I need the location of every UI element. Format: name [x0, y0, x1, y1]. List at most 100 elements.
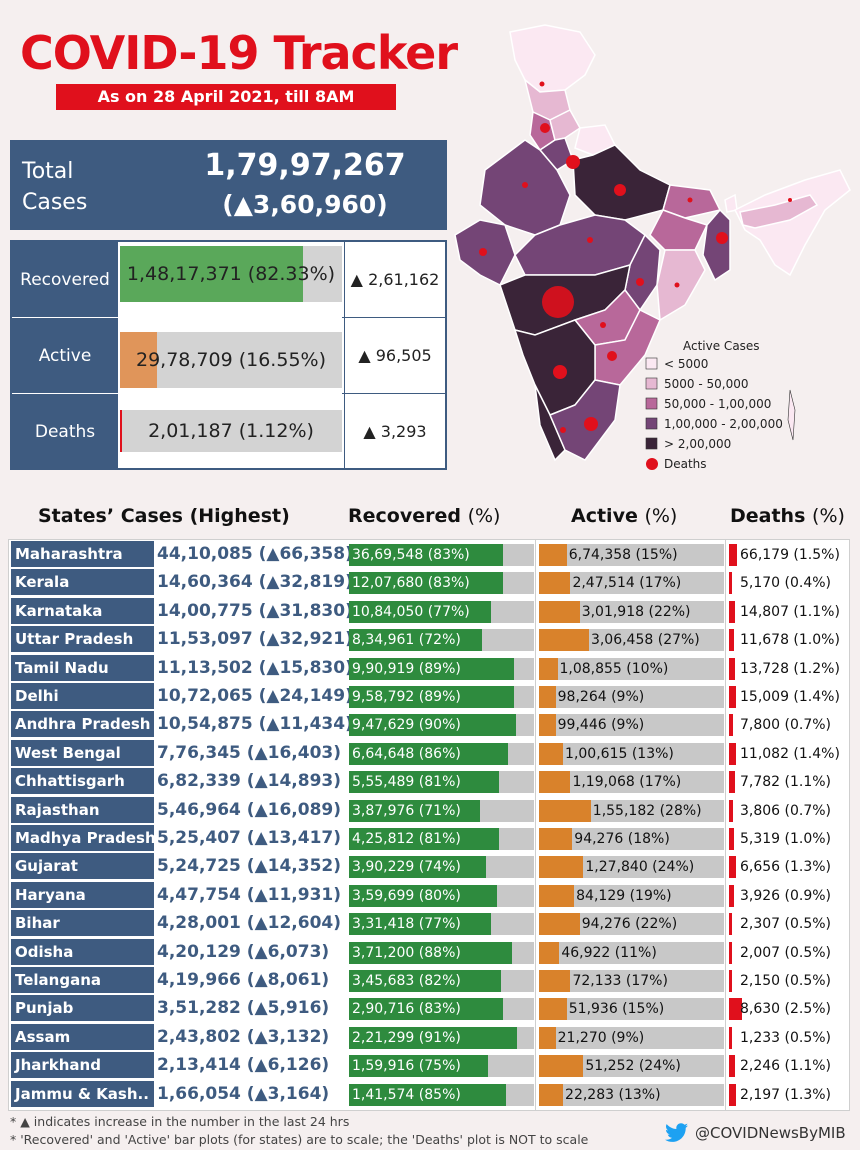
- active-bar: 6,74,358 (15%): [539, 544, 724, 566]
- active-bar-fill: [539, 572, 571, 595]
- active-bar-fill: [539, 657, 558, 680]
- active-bar-fill: [539, 856, 584, 879]
- active-bar-fill: [539, 629, 589, 652]
- state-name: Jammu & Kash..: [11, 1080, 154, 1107]
- table-row: Andhra Pradesh 10,54,875 (▲11,434) 9,47,62…: [9, 710, 851, 738]
- recovered-bar: 12,07,680 (83%): [349, 572, 534, 595]
- deaths-value: 5,319 (1.0%): [740, 831, 832, 847]
- active-bar-fill: [539, 544, 567, 566]
- deaths-bar: 2,007 (0.5%): [729, 941, 847, 964]
- total-cases-label: Total Cases: [22, 156, 87, 218]
- deaths-bar-fill: [729, 941, 732, 964]
- recovered-bar-fill: [349, 799, 481, 822]
- recovered-value: 4,25,812 (81%): [352, 831, 461, 847]
- deaths-bar-fill: [729, 998, 742, 1021]
- death-marker-jk: [539, 81, 545, 87]
- table-row: Rajasthan 5,46,964 (▲16,089) 3,87,976 (71%…: [9, 796, 851, 824]
- twitter-handle[interactable]: @COVIDNewsByMIB: [665, 1123, 846, 1143]
- deaths-value: 2,307 (0.5%): [740, 916, 832, 933]
- active-value: 1,19,068 (17%): [572, 774, 682, 791]
- deaths-bar: 2,150 (0.5%): [729, 970, 847, 992]
- deaths-value: 11,082 (1.4%): [740, 745, 840, 762]
- map-region-up: [572, 144, 671, 221]
- table-row: Odisha 4,20,129 (▲6,073) 3,71,200 (88%) 46,…: [9, 938, 851, 966]
- recovered-bar-fill: [349, 544, 503, 566]
- recovered-bar-fill: [349, 629, 483, 652]
- deaths-value: 3,806 (0.7%): [740, 802, 832, 819]
- active-value: 84,129 (19%): [576, 887, 672, 904]
- active-bar: 3,01,918 (22%): [539, 600, 724, 623]
- state-name: Delhi: [11, 683, 154, 709]
- legend-deaths-label: Deaths: [664, 457, 707, 471]
- recovered-bar: 36,69,548 (83%): [349, 544, 534, 566]
- recovered-value: 5,55,489 (81%): [352, 774, 461, 791]
- deaths-bar: 8,630 (2.5%): [729, 998, 847, 1021]
- active-bar-fill: [539, 913, 580, 936]
- active-value: 51,252 (24%): [585, 1058, 681, 1075]
- table-row: Assam 2,43,802 (▲3,132) 2,21,299 (91%) 21,2…: [9, 1023, 851, 1051]
- death-marker-mp: [587, 237, 593, 243]
- footnote-1: * ▲ indicates increase in the number in …: [10, 1114, 350, 1129]
- active-bar-fill: [539, 828, 573, 850]
- active-bar: 1,08,855 (10%): [539, 657, 724, 680]
- state-name: Gujarat: [11, 853, 154, 880]
- header-deaths-label: Deaths: [730, 505, 806, 527]
- recovered-bar: 10,84,050 (77%): [349, 600, 534, 623]
- active-value: 21,270 (9%): [557, 1029, 645, 1046]
- state-cases: 14,60,364 (▲32,819): [156, 569, 353, 596]
- active-value: 72,133 (17%): [572, 973, 668, 989]
- active-bar-fill: [539, 884, 575, 907]
- active-bar: 94,276 (22%): [539, 913, 724, 936]
- death-marker-rajasthan: [522, 182, 528, 188]
- total-label-line2: Cases: [22, 190, 88, 215]
- active-value: 6,74,358 (15%): [568, 547, 678, 563]
- state-cases: 11,53,097 (▲32,921): [156, 626, 353, 653]
- table-row: Jammu & Kash.. 1,66,054 (▲3,164) 1,41,574 …: [9, 1080, 851, 1108]
- summary-bar-track: [120, 332, 342, 388]
- deaths-value: 2,246 (1.1%): [740, 1058, 832, 1075]
- active-value: 1,00,615 (13%): [565, 745, 674, 762]
- recovered-value: 1,59,916 (75%): [352, 1058, 461, 1075]
- table-row: Punjab 3,51,282 (▲5,916) 2,90,716 (83%) 51,…: [9, 994, 851, 1022]
- legend-title: Active Cases: [683, 339, 760, 353]
- recovered-bar-fill: [349, 600, 492, 623]
- recovered-bar: 3,31,418 (77%): [349, 913, 534, 936]
- recovered-bar-fill: [349, 686, 514, 708]
- table-row: Maharashtra 44,10,085 (▲66,358) 36,69,548 …: [9, 540, 851, 568]
- recovered-bar: 2,90,716 (83%): [349, 998, 534, 1021]
- deaths-bar-fill: [729, 1055, 735, 1078]
- state-name: Chhattisgarh: [11, 768, 154, 795]
- recovered-bar: 3,45,683 (82%): [349, 970, 534, 992]
- death-marker-bihar: [687, 197, 693, 203]
- state-name: West Bengal: [11, 739, 154, 766]
- recovered-bar: 6,64,648 (86%): [349, 742, 534, 765]
- deaths-bar-fill: [729, 913, 732, 936]
- summary-bar-fill: [120, 332, 157, 388]
- deaths-bar: 5,319 (1.0%): [729, 828, 847, 850]
- deaths-value: 2,007 (0.5%): [740, 944, 832, 961]
- state-name: Telangana: [11, 967, 154, 993]
- national-summary: Recovered 1,48,17,371 (82.33%) ▲ 2,61,16…: [10, 240, 447, 470]
- recovered-bar: 9,58,792 (89%): [349, 686, 534, 708]
- deaths-bar-fill: [729, 629, 734, 652]
- recovered-value: 3,71,200 (88%): [352, 944, 461, 961]
- recovered-value: 1,41,574 (85%): [352, 1086, 461, 1103]
- map-region-jk: [509, 24, 596, 93]
- deaths-value: 7,782 (1.1%): [740, 774, 832, 791]
- active-bar-fill: [539, 799, 591, 822]
- recovered-value: 9,47,629 (90%): [352, 717, 461, 734]
- summary-label: Recovered: [12, 242, 118, 317]
- active-bar-fill: [539, 742, 564, 765]
- summary-value: 1,48,17,371 (82.33%): [126, 263, 336, 285]
- active-bar-fill: [539, 771, 571, 794]
- deaths-value: 14,807 (1.1%): [740, 603, 840, 620]
- map-region-northeast: [733, 169, 851, 277]
- deaths-bar-fill: [729, 544, 737, 566]
- state-cases: 44,10,085 (▲66,358): [156, 541, 353, 567]
- map-region-wb: [702, 208, 731, 282]
- state-name: Bihar: [11, 910, 154, 937]
- deaths-bar: 2,246 (1.1%): [729, 1055, 847, 1078]
- active-bar-fill: [539, 970, 571, 992]
- state-cases: 10,54,875 (▲11,434): [156, 711, 353, 738]
- active-bar: 22,283 (13%): [539, 1083, 724, 1106]
